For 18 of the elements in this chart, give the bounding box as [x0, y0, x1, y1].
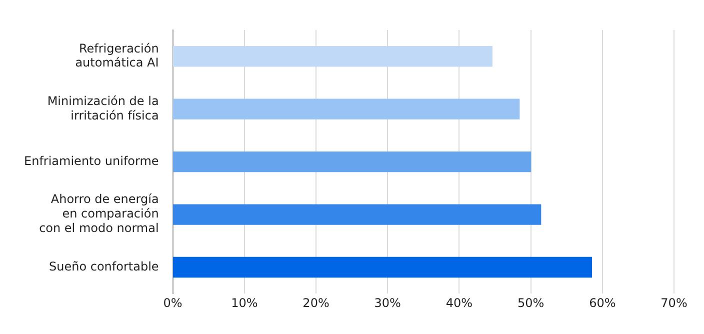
x-tick-label: 60%	[589, 296, 616, 310]
x-tick-label: 50%	[517, 296, 544, 310]
x-tick-label: 10%	[231, 296, 258, 310]
y-tick-label: Refrigeración automática AI	[75, 41, 159, 70]
bar	[172, 151, 532, 172]
x-tick-label: 20%	[302, 296, 330, 310]
bar	[172, 204, 542, 225]
bar	[172, 256, 592, 278]
y-tick-label: Sueño confortable	[49, 259, 159, 274]
y-tick-label: Minimización de la irritación física	[47, 94, 159, 122]
y-tick-label: Enfriamiento uniforme	[24, 154, 159, 168]
x-tick-label: 30%	[374, 296, 401, 310]
bar	[172, 46, 492, 67]
x-tick-label: 40%	[446, 296, 473, 310]
x-tick-label: 70%	[660, 296, 688, 310]
x-tick-label: 0%	[163, 296, 182, 310]
y-tick-label: Ahorro de energía en comparación con el modo normal	[39, 192, 159, 236]
bar	[172, 98, 520, 120]
